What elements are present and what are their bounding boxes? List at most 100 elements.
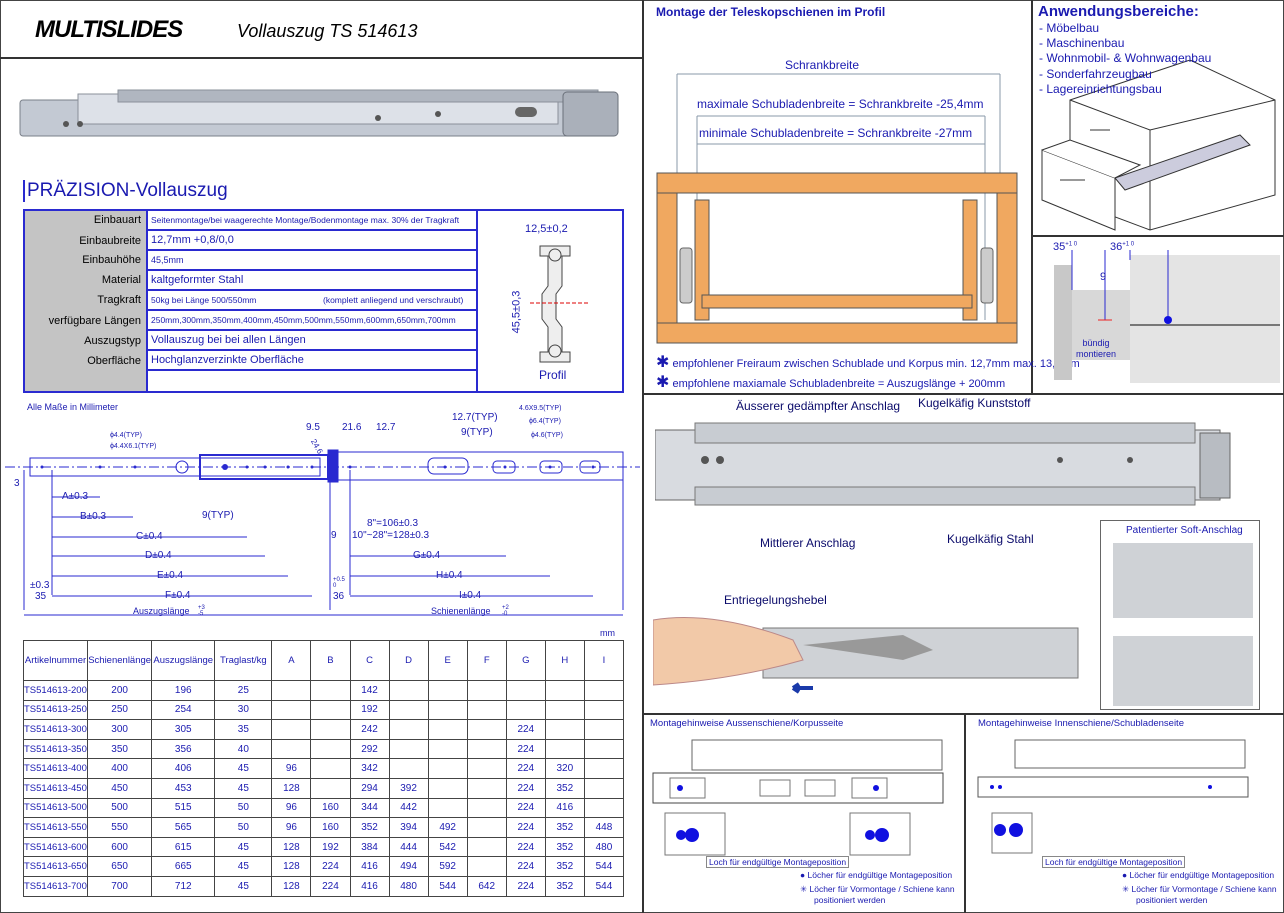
hole-label-inner: Loch für endgültige Montageposition [1042,856,1186,868]
table-cell: 96 [271,817,312,838]
flush-dim-36: 36+1 0 [1110,241,1134,253]
table-cell: TS514613-250 [22,699,89,721]
table-cell: TS514613-350 [22,738,89,760]
flush-mount-detail [1054,250,1280,383]
table-cell [466,680,507,701]
table-cell: 320 [544,758,585,779]
dim-label: 8"=106±0.3 [367,518,419,529]
table-unit: mm [600,628,615,638]
table-cell [544,719,585,740]
asterisk-icon: ✱ [656,354,670,371]
application-item: - Maschinenbau [1039,36,1125,51]
legend-text: Löcher für Vormontage / Schiene kann [809,884,955,894]
table-cell [466,699,507,721]
flush-dim-9: 9 [1100,271,1107,283]
min-drawer-width: minimale Schubladenbreite = Schrankbreit… [699,126,973,140]
max-drawer-width: maximale Schubladenbreite = Schrankbreit… [697,97,984,111]
dim-label: 12.7(TYP) [452,412,498,423]
table-cell [427,758,468,779]
table-cell [583,738,625,760]
premount-hole-icon: ✳ [800,884,808,894]
spec-label: Einbaubreite [79,235,141,247]
dim-label: G±0.4 [413,550,441,561]
table-cell: 128 [271,777,312,799]
soft-stop-photo-bottom [1113,636,1253,706]
table-cell: 544 [583,875,625,897]
dim-label: 9(TYP) [202,510,234,521]
dim-label: Auszugslänge [133,606,190,616]
table-row: TS514613-700 700 712 45 128 224 416 480 544 642 22… [22,875,625,897]
slide-photo [19,89,619,137]
dim-tolerance: +1 0 [1122,241,1135,248]
spec-label: Auszugstyp [84,335,141,347]
table-cell [388,719,429,740]
table-cell: 200 [87,680,153,701]
table-cell: 544 [583,856,625,877]
column-header: Artikelnummer [22,640,89,681]
table-cell [583,680,625,701]
profile-height-dim: 45,5±0,3 [510,290,523,334]
legend-outer: ● Löcher für endgültige Montageposition … [800,870,955,906]
dim-label: B±0.3 [80,511,107,522]
table-cell: 192 [310,836,351,858]
outer-stop-label: Äusserer gedämpfter Anschlag [736,399,901,413]
table-cell: 384 [349,836,390,858]
spec-value: Seitenmontage/bei waagerechte Montage/Bo… [148,211,478,231]
table-cell [427,797,468,819]
table-cell: 356 [151,738,216,760]
spec-label-column [25,211,148,391]
spec-label: Tragkraft [97,294,141,306]
table-cell [271,719,312,740]
table-cell: 565 [151,817,216,838]
table-cell: 550 [87,817,153,838]
table-row: TS514613-650 650 665 45 128 224 416 494 592 224 35… [22,856,625,877]
dim-label: E±0.4 [157,570,184,581]
table-cell [271,680,312,701]
table-cell: 305 [151,719,216,740]
table-cell: 96 [271,758,312,779]
table-cell: 45 [214,777,273,799]
table-row: TS514613-350 350 356 40 292 224 [22,738,625,760]
divider [476,211,478,391]
hole-label-outer: Loch für endgültige Montageposition [706,856,850,868]
spec-note: (komplett anliegend und verschraubt) [323,295,464,305]
legend-item: ● Löcher für endgültige Montageposition [1122,870,1277,881]
profile-drawing [530,245,590,363]
dim-label: H±0.4 [436,570,463,581]
spec-table: Einbauart Einbaubreite Einbauhöhe Materi… [23,209,624,393]
table-cell: 30 [214,699,273,721]
table-cell: 494 [388,856,429,877]
cabinet-diagram [656,73,1018,344]
table-row: TS514613-550 550 565 50 96 160 352 394 492 224 352… [22,817,625,838]
column-header: F [466,640,507,681]
table-cell: 254 [151,699,216,721]
table-cell: 352 [544,817,585,838]
dim-label: F±0.4 [165,590,191,601]
table-cell: 600 [87,836,153,858]
flush-label: bündig montieren [1066,338,1126,360]
table-cell: 492 [427,817,468,838]
legend-text: Löcher für endgültige Montageposition [807,870,953,880]
table-cell: 416 [544,797,585,819]
table-cell: 192 [349,699,390,721]
table-cell: 40 [214,738,273,760]
table-cell: 196 [151,680,216,701]
spec-value: 12,7mm +0,8/0,0 [148,231,478,251]
dim-label: ±0.3 [30,580,50,591]
outer-rail-diagram [652,739,944,856]
table-row: TS514613-450 450 453 45 128 294 392 224 352 [22,777,625,799]
table-cell: 712 [151,875,216,897]
profile-label: Profil [539,368,567,382]
dim-label: 3 [14,478,20,489]
table-cell: 242 [349,719,390,740]
table-cell [505,699,546,721]
table-cell: TS514613-550 [22,817,89,838]
column-header: A [271,640,312,681]
table-cell: 442 [388,797,429,819]
release-lever-photo [653,617,1079,694]
dim-label: 4.6X9.5(TYP) [519,405,562,412]
final-hole-icon: ● [800,870,806,880]
dim-label: C±0.4 [136,531,163,542]
table-cell: 500 [87,797,153,819]
table-cell [427,699,468,721]
